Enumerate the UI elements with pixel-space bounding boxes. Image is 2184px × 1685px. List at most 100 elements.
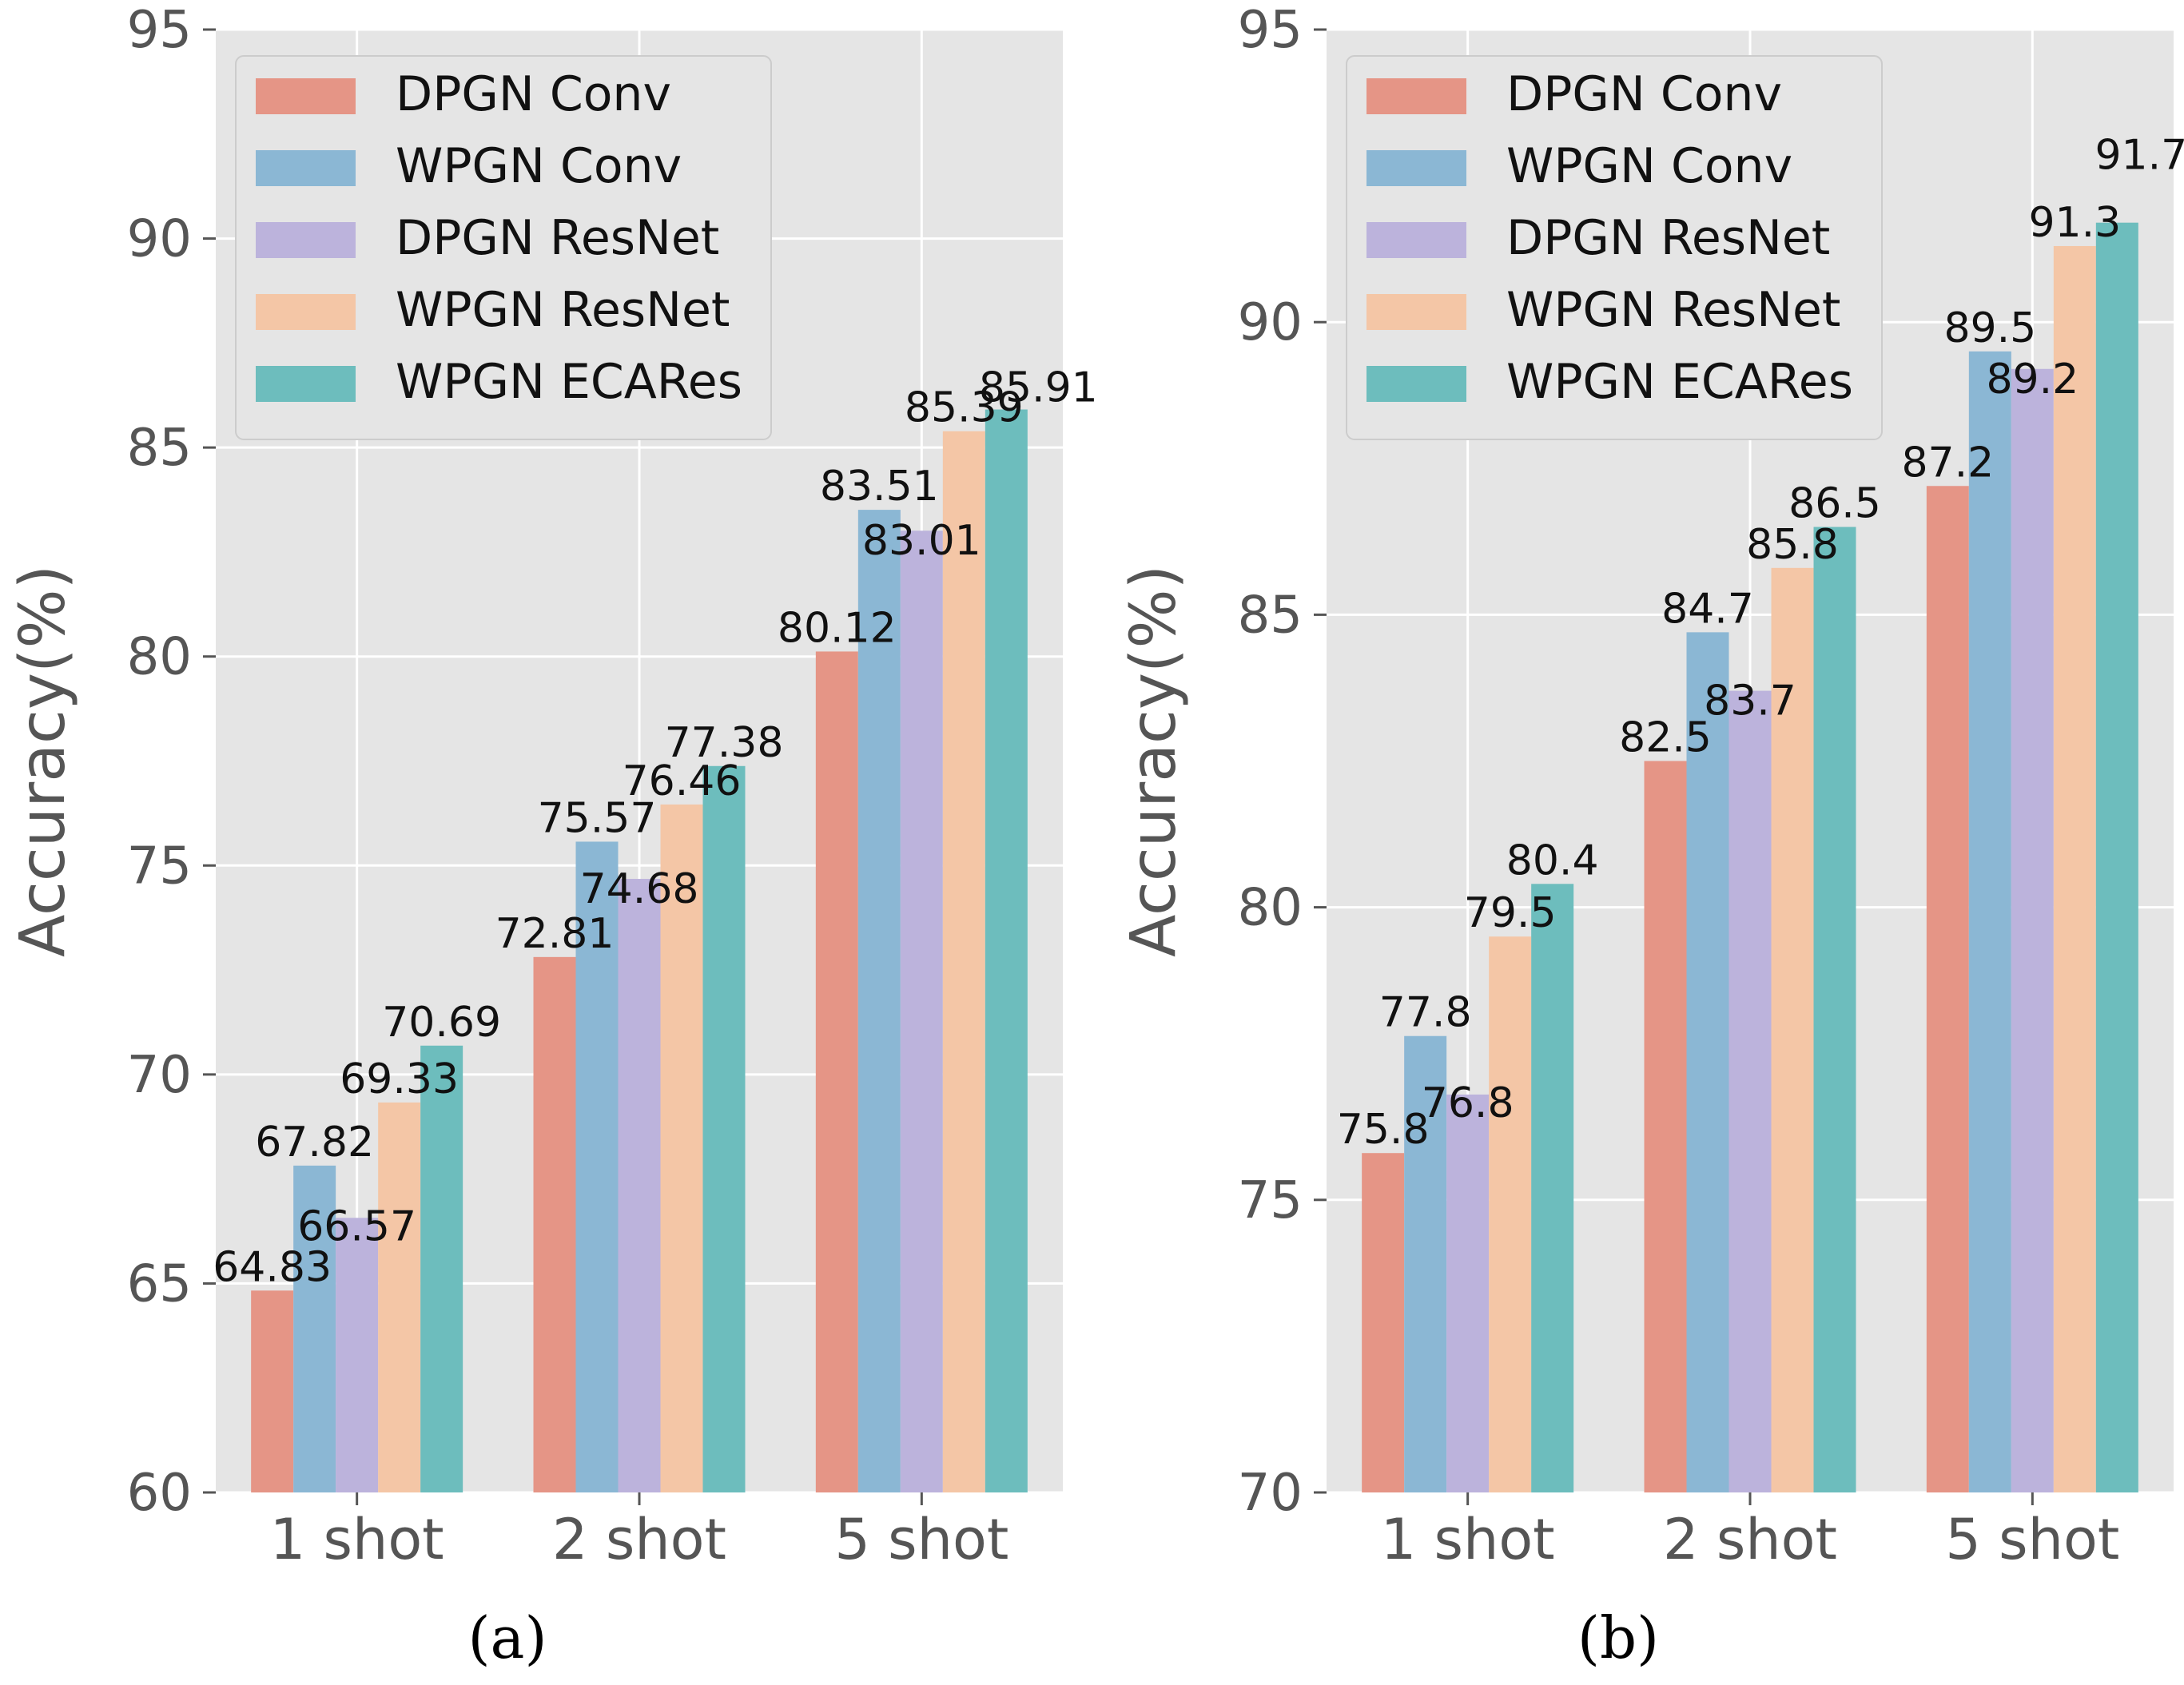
- legend-swatch: [256, 294, 356, 330]
- bar-dpgn-resnet: [1446, 1094, 1490, 1492]
- bar-value-label: 82.5: [1619, 714, 1712, 762]
- bar-wpgn-ecares: [1531, 884, 1574, 1492]
- legend-label: WPGN ECARes: [1506, 354, 1853, 410]
- bar-value-label: 84.7: [1661, 585, 1754, 633]
- x-tick-label: 1 shot: [270, 1507, 444, 1572]
- bar-value-label: 76.46: [623, 757, 742, 805]
- y-tick-label: 90: [127, 210, 192, 269]
- bar-wpgn-conv: [1686, 632, 1729, 1492]
- bar-wpgn-conv: [857, 510, 901, 1493]
- bar-value-label: 85.39: [905, 384, 1024, 432]
- bar-wpgn-ecares: [1813, 527, 1856, 1492]
- y-tick-label: 60: [127, 1464, 192, 1523]
- legend-label: DPGN Conv: [1506, 66, 1782, 122]
- x-tick-label: 1 shot: [1381, 1507, 1555, 1572]
- bar-value-label: 91.7: [2094, 132, 2184, 180]
- bar-value-label: 74.68: [580, 865, 699, 913]
- bar-value-label: 91.3: [2028, 199, 2121, 247]
- y-tick-label: 70: [127, 1046, 192, 1105]
- legend: [1346, 55, 1883, 440]
- legend-swatch: [1366, 294, 1466, 330]
- legend-swatch: [256, 222, 356, 258]
- bar-wpgn-ecares: [2095, 222, 2138, 1492]
- y-tick-label: 75: [127, 837, 192, 896]
- bar-wpgn-resnet: [1771, 567, 1814, 1492]
- chart-panel-b: 70 75 80 85 90 95 1 shot 2 shot 5 shot Accuracy(%…: [1118, 1, 2184, 1671]
- legend-swatch: [256, 78, 356, 114]
- legend-label: WPGN Conv: [1506, 138, 1792, 194]
- bar-dpgn-resnet: [900, 531, 943, 1492]
- bar-value-label: 85.8: [1746, 521, 1839, 569]
- y-tick-label: 90: [1238, 293, 1303, 352]
- bar-wpgn-ecares: [420, 1045, 463, 1492]
- bar-dpgn-conv: [1362, 1153, 1405, 1492]
- bar-dpgn-conv: [1644, 761, 1687, 1492]
- bar-dpgn-resnet: [618, 879, 661, 1492]
- y-tick-label: 85: [1238, 586, 1303, 645]
- y-tick-label: 65: [127, 1254, 192, 1313]
- y-tick-label: 85: [127, 419, 192, 478]
- legend-swatch: [1366, 78, 1466, 114]
- bar-dpgn-conv: [1926, 486, 1969, 1492]
- legend-label: WPGN Conv: [396, 138, 682, 194]
- bar-dpgn-conv: [533, 956, 576, 1492]
- legend-swatch: [256, 150, 356, 186]
- bar-value-label: 64.83: [213, 1243, 332, 1291]
- bar-value-label: 77.8: [1379, 989, 1472, 1037]
- x-tick-label: 5 shot: [834, 1507, 1008, 1572]
- bar-value-label: 86.5: [1788, 480, 1881, 528]
- bar-value-label: 77.38: [665, 719, 784, 767]
- x-tick-label: 5 shot: [1945, 1507, 2119, 1572]
- y-tick-label: 70: [1238, 1464, 1303, 1523]
- legend: [235, 55, 772, 440]
- bar-wpgn-conv: [293, 1165, 336, 1492]
- bar-wpgn-resnet: [1489, 936, 1532, 1492]
- y-tick-label: 95: [127, 1, 192, 60]
- legend-label: DPGN Conv: [396, 66, 671, 122]
- legend-label: DPGN ResNet: [1506, 210, 1830, 266]
- bar-value-label: 85.91: [979, 364, 1098, 412]
- y-tick-label: 80: [127, 628, 192, 687]
- y-axis-label: Accuracy(%): [1118, 565, 1190, 957]
- bar-value-label: 83.7: [1704, 678, 1796, 725]
- bar-wpgn-conv: [1968, 351, 2011, 1492]
- bar-dpgn-resnet: [1729, 690, 1772, 1492]
- legend-label: DPGN ResNet: [396, 210, 719, 266]
- bar-value-label: 66.57: [297, 1202, 416, 1250]
- bar-wpgn-resnet: [660, 804, 703, 1492]
- bar-value-label: 76.8: [1422, 1079, 1514, 1127]
- bar-value-label: 80.12: [778, 604, 897, 652]
- bar-value-label: 89.2: [1986, 356, 2079, 403]
- legend-label: WPGN ResNet: [396, 282, 730, 338]
- bar-wpgn-resnet: [378, 1102, 421, 1492]
- bar-value-label: 67.82: [255, 1119, 374, 1166]
- bar-value-label: 83.01: [862, 517, 981, 565]
- bar-dpgn-resnet: [336, 1218, 379, 1492]
- bar-dpgn-conv: [815, 651, 858, 1493]
- bar-value-label: 89.5: [1943, 304, 2036, 352]
- panel-label: (b): [1577, 1604, 1659, 1671]
- bar-wpgn-ecares: [702, 765, 746, 1492]
- legend-swatch: [1366, 366, 1466, 402]
- bar-wpgn-resnet: [2053, 245, 2096, 1492]
- legend-swatch: [1366, 222, 1466, 258]
- bar-value-label: 83.51: [820, 463, 939, 511]
- y-axis-label: Accuracy(%): [7, 565, 79, 957]
- bar-value-label: 87.2: [1901, 439, 1994, 487]
- bar-value-label: 75.8: [1337, 1106, 1430, 1154]
- y-tick-label: 80: [1238, 879, 1303, 938]
- bar-value-label: 70.69: [382, 999, 501, 1047]
- bar-value-label: 80.4: [1506, 837, 1599, 884]
- panel-label: (a): [467, 1604, 547, 1671]
- bar-value-label: 75.57: [538, 794, 657, 842]
- bar-value-label: 69.33: [340, 1055, 459, 1103]
- x-tick-label: 2 shot: [1663, 1507, 1837, 1572]
- chart-panel-a: 60 65 70 75 80 85 90 95 1 shot 2 shot 5 shot Accura…: [7, 1, 1098, 1671]
- legend-label: WPGN ResNet: [1506, 282, 1840, 338]
- bar-wpgn-conv: [575, 841, 619, 1492]
- y-tick-label: 95: [1238, 1, 1303, 60]
- bar-wpgn-conv: [1404, 1035, 1447, 1492]
- bar-value-label: 79.5: [1464, 889, 1557, 937]
- y-tick-label: 75: [1238, 1171, 1303, 1230]
